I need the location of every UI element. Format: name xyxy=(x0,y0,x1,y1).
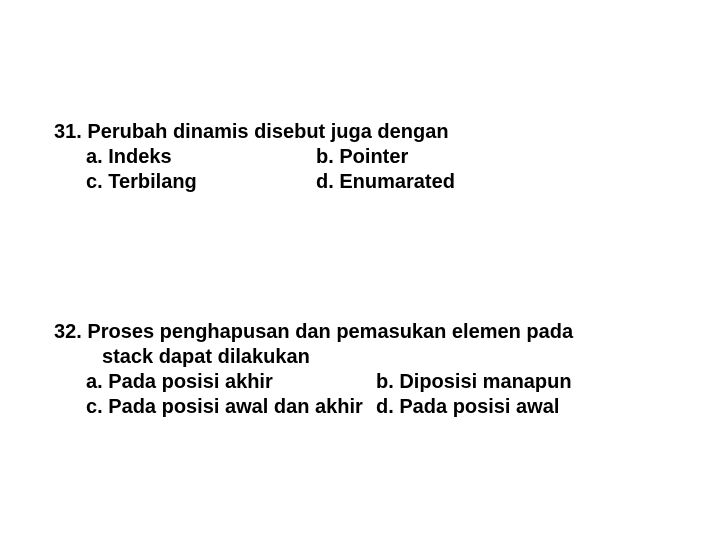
question-32-row-1: a. Pada posisi akhir b. Diposisi manapun xyxy=(54,370,573,395)
question-31-row-1: a. Indeks b. Pointer xyxy=(54,145,455,170)
question-32-text-line2: stack dapat dilakukan xyxy=(102,346,310,368)
question-32-row-2: c. Pada posisi awal dan akhir d. Pada po… xyxy=(54,395,573,420)
question-32-text-line1: Proses penghapusan dan pemasukan elemen … xyxy=(87,321,573,343)
question-32-option-b: b. Diposisi manapun xyxy=(376,370,572,395)
question-32-option-c: c. Pada posisi awal dan akhir xyxy=(86,395,376,420)
question-31-row-2: c. Terbilang d. Enumarated xyxy=(54,170,455,195)
question-31-option-a: a. Indeks xyxy=(86,145,316,170)
indent xyxy=(54,370,86,395)
question-32: 32. Proses penghapusan dan pemasukan ele… xyxy=(54,320,573,420)
question-32-option-d: d. Pada posisi awal xyxy=(376,395,559,420)
question-31-stem: 31. Perubah dinamis disebut juga dengan xyxy=(54,120,455,145)
question-32-stem-line1: 32. Proses penghapusan dan pemasukan ele… xyxy=(54,320,573,345)
indent xyxy=(54,170,86,195)
question-31-option-c: c. Terbilang xyxy=(86,170,316,195)
question-31-text: Perubah dinamis disebut juga dengan xyxy=(87,121,448,143)
question-31-option-b: b. Pointer xyxy=(316,145,408,170)
question-31-number: 31. xyxy=(54,121,82,143)
question-31-option-d: d. Enumarated xyxy=(316,170,455,195)
question-32-stem-line2: stack dapat dilakukan xyxy=(54,345,573,370)
question-31: 31. Perubah dinamis disebut juga dengan … xyxy=(54,120,455,195)
indent xyxy=(54,145,86,170)
question-32-number: 32. xyxy=(54,321,82,343)
indent xyxy=(54,395,86,420)
question-32-option-a: a. Pada posisi akhir xyxy=(86,370,376,395)
